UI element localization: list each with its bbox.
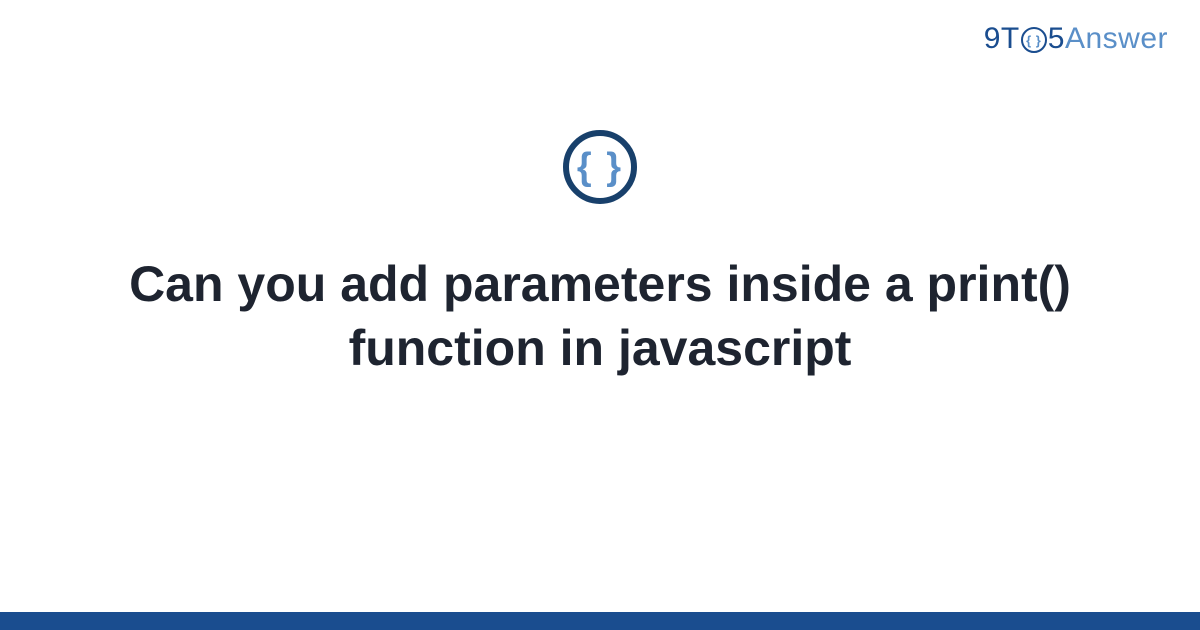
logo-text-5: 5 [1048,22,1065,56]
logo-text-answer: Answer [1065,22,1168,56]
main-content: { } Can you add parameters inside a prin… [0,130,1200,380]
code-braces-icon: { } [563,130,637,204]
logo-circle-icon: { } [1021,27,1047,53]
logo-text-9t: 9T [984,22,1020,56]
logo-circle-braces: { } [1026,34,1041,47]
bottom-accent-bar [0,612,1200,630]
site-logo: 9T { } 5 Answer [984,22,1168,56]
question-title: Can you add parameters inside a print() … [80,252,1120,380]
braces-glyph: { } [577,148,623,186]
